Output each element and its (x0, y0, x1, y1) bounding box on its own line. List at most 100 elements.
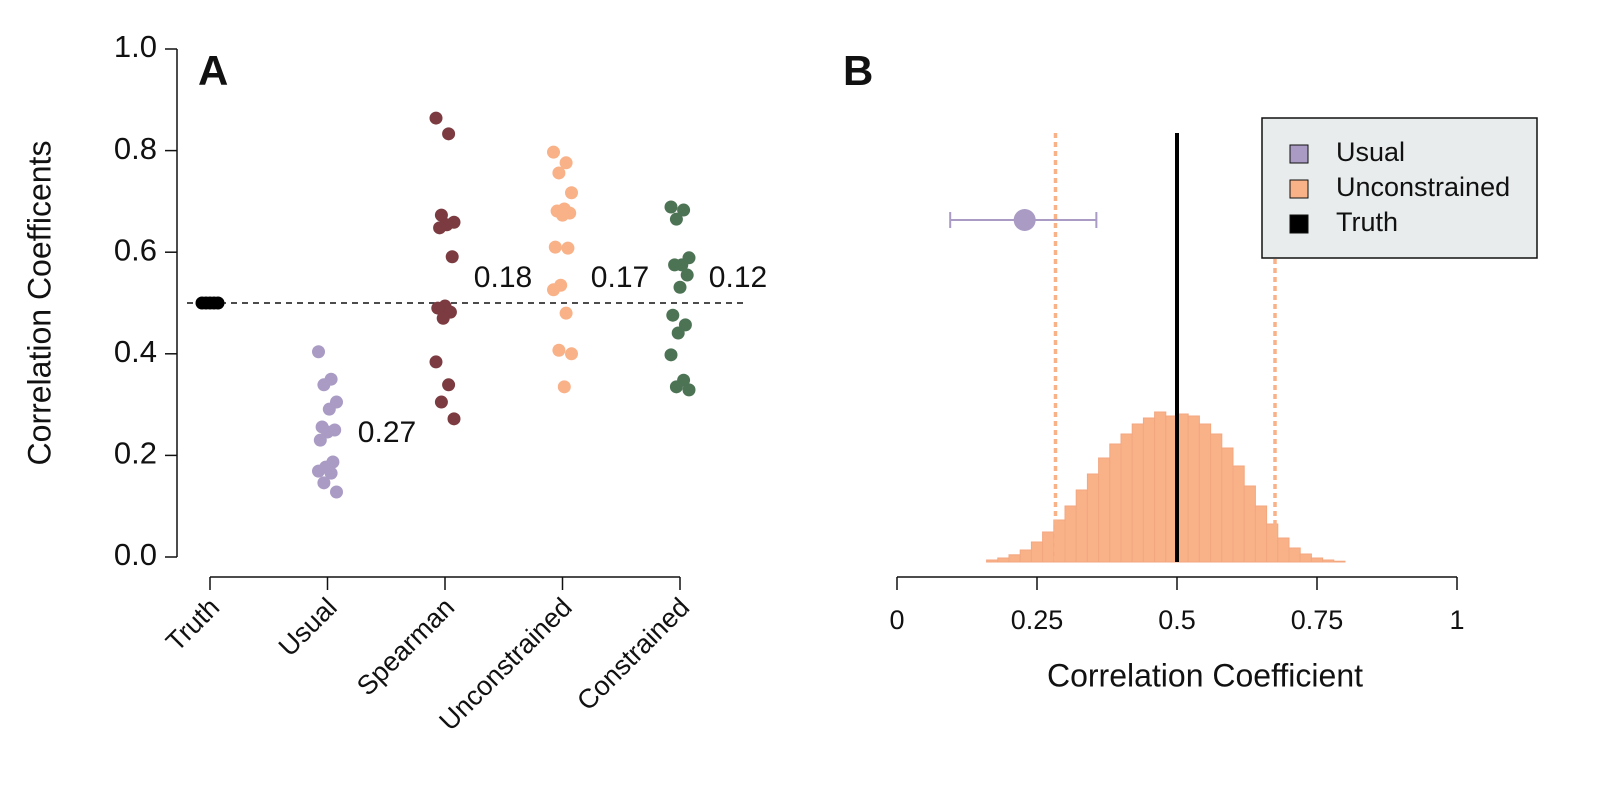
histogram-bar (1098, 457, 1111, 563)
histogram-bar (1120, 433, 1133, 563)
point (677, 203, 691, 217)
histogram-bar (1254, 505, 1268, 563)
point (547, 283, 560, 297)
histogram-bar (1232, 465, 1245, 563)
legend-label: Unconstrained (1336, 172, 1510, 202)
point (442, 127, 456, 141)
histogram-bar (1322, 559, 1335, 563)
x-tick-label: Constrained (571, 592, 695, 716)
point (664, 348, 678, 362)
annotation: 0.12 (709, 261, 767, 294)
y-tick-label: 0.4 (114, 334, 157, 369)
histogram-bar (1198, 423, 1212, 563)
point (559, 156, 573, 170)
histogram-bar (1086, 473, 1100, 563)
histogram-bar (1075, 489, 1088, 563)
point (442, 378, 456, 392)
legend-label: Usual (1336, 137, 1405, 167)
point (556, 208, 569, 222)
annotation: 0.18 (474, 261, 532, 294)
point (552, 343, 566, 357)
histogram-bar (1154, 411, 1167, 563)
histogram-bar (1210, 433, 1223, 563)
legend-swatch (1289, 179, 1309, 199)
point (433, 221, 447, 235)
x-tick-label: 0 (889, 605, 904, 635)
point-estimate (1013, 209, 1036, 231)
histogram-bar (1187, 415, 1200, 563)
point (317, 476, 331, 490)
point (680, 268, 694, 282)
histogram-bar (1243, 485, 1256, 563)
histogram-bar (1064, 505, 1077, 563)
point (330, 485, 343, 499)
point (559, 306, 573, 320)
y-tick-label: 0.2 (114, 436, 157, 471)
x-tick-label: 0.25 (1011, 605, 1064, 635)
legend-swatch (1289, 214, 1309, 234)
histogram-bar (1310, 557, 1324, 563)
legend-swatch (1289, 144, 1309, 164)
x-tick-label: Usual (273, 592, 343, 662)
histogram-bar (1221, 447, 1234, 563)
histogram-bar (1042, 531, 1055, 563)
histogram-bar (1131, 423, 1144, 563)
panel-label: B (843, 47, 873, 94)
point (664, 200, 678, 214)
histogram-bar (1109, 443, 1122, 563)
point (668, 258, 682, 272)
point (669, 380, 683, 394)
point (552, 166, 566, 180)
histogram-bar (1019, 549, 1032, 563)
x-tick-label: 1 (1449, 605, 1464, 635)
point (312, 345, 325, 359)
histogram-bar (1142, 417, 1156, 563)
point (429, 111, 443, 125)
point (434, 395, 448, 409)
point (548, 240, 562, 254)
legend-label: Truth (1336, 207, 1398, 237)
point (317, 378, 331, 392)
histogram-bar (1277, 537, 1290, 563)
y-tick-label: 0.6 (114, 232, 157, 267)
point (671, 326, 685, 340)
point (557, 380, 571, 394)
y-tick-label: 1.0 (114, 29, 157, 64)
y-axis-label: Correlation Coefficents (21, 141, 57, 466)
point (429, 355, 443, 369)
point (666, 308, 680, 322)
point (561, 241, 575, 255)
histogram-bar (1030, 541, 1044, 563)
point (436, 311, 450, 325)
annotation: 0.27 (358, 416, 416, 449)
point (322, 402, 336, 416)
point (312, 464, 325, 478)
histogram-bar (1299, 553, 1312, 563)
point (682, 383, 696, 397)
histogram-bar (1333, 560, 1346, 563)
point (313, 433, 327, 447)
y-tick-label: 0.8 (114, 131, 157, 166)
x-axis-label: Correlation Coefficient (1047, 657, 1363, 693)
point (447, 412, 461, 426)
point (431, 301, 445, 315)
point (547, 145, 560, 159)
histogram-bar (1288, 547, 1301, 563)
x-tick-label: 0.5 (1158, 605, 1196, 635)
annotation: 0.17 (591, 261, 649, 294)
histogram-bar (1008, 554, 1021, 563)
point (324, 466, 338, 480)
point (565, 186, 578, 200)
histogram-bar (997, 557, 1010, 563)
point (445, 250, 459, 264)
panel-label: A (198, 47, 228, 94)
point (673, 280, 687, 294)
point (211, 296, 225, 310)
point (669, 212, 683, 226)
x-tick-label: 0.75 (1291, 605, 1344, 635)
x-tick-label: Truth (160, 592, 225, 657)
y-tick-label: 0.0 (114, 537, 157, 572)
x-tick-label: Spearman (351, 592, 460, 701)
